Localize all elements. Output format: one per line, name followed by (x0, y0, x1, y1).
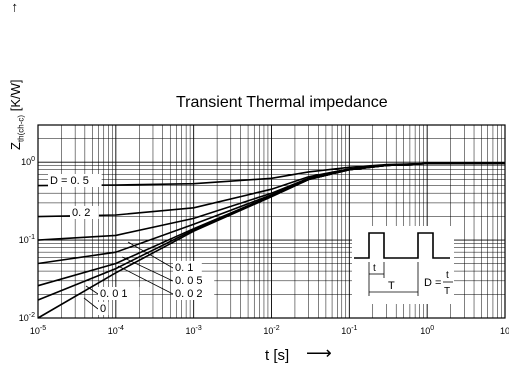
series-line (37, 162, 505, 319)
y-tick-label: 10-1 (19, 234, 35, 245)
curve-label-bg (48, 174, 102, 187)
x-tick-label: 100 (420, 325, 434, 336)
x-tick-label: 10-3 (186, 325, 202, 336)
x-tick-label: 10-2 (263, 325, 279, 336)
x-tick-label: 10-1 (341, 325, 357, 336)
chart-title: Transient Thermal impedance (176, 94, 388, 111)
x-tick-label: 10-5 (30, 325, 46, 336)
label-leader-line (85, 285, 99, 295)
curve-label: 0. 2 (72, 207, 90, 219)
curve-label: 0. 1 (175, 262, 193, 274)
curve-label: 0. 0 2 (175, 288, 203, 300)
inset-T-label: T (388, 280, 395, 292)
label-leader-line (127, 241, 174, 269)
plot-frame (37, 124, 506, 319)
inset-formula-lhs: D = (424, 277, 441, 289)
curve-label-bg (98, 287, 140, 300)
x-tick-label: 10 (500, 326, 509, 336)
x-tick-label: 10-4 (108, 325, 124, 336)
inset-formula-numerator: t (446, 270, 449, 281)
inset-t-label: t (373, 263, 376, 274)
inset-formula-denominator: T (444, 286, 450, 297)
curve-label: 0 (100, 303, 106, 315)
curve-label-bg (98, 302, 109, 315)
curve-label-bg (70, 206, 99, 219)
label-leader-line (117, 265, 174, 295)
x-axis-label: t [s] (265, 347, 290, 364)
x-axis-arrow: ⟶ (306, 343, 332, 363)
curve-label-bg (173, 274, 215, 287)
curve-label-bg (173, 261, 202, 274)
pulse-waveform (354, 232, 450, 259)
y-tick-label: 100 (21, 156, 35, 167)
curve-label: 0. 0 5 (175, 275, 203, 287)
label-leader-line (83, 297, 99, 310)
curve-label: 0. 0 1 (100, 288, 128, 300)
curve-label-bg (173, 287, 215, 300)
y-tick-label: 10-2 (19, 312, 35, 323)
label-leader-line (121, 256, 174, 282)
curve-label: D = 0. 5 (50, 175, 89, 187)
